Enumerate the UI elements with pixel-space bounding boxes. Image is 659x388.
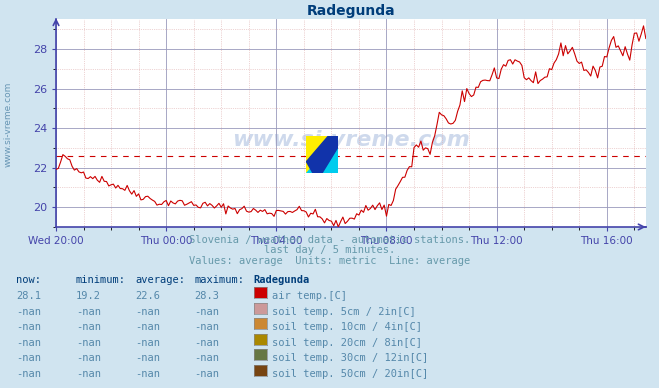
Text: -nan: -nan: [135, 338, 160, 348]
Text: -nan: -nan: [194, 369, 219, 379]
Text: 22.6: 22.6: [135, 291, 160, 301]
Text: www.si-vreme.com: www.si-vreme.com: [3, 81, 13, 167]
Text: -nan: -nan: [194, 338, 219, 348]
Text: -nan: -nan: [76, 353, 101, 363]
Text: -nan: -nan: [76, 322, 101, 332]
Text: 28.1: 28.1: [16, 291, 42, 301]
Polygon shape: [306, 136, 338, 173]
Text: minimum:: minimum:: [76, 275, 126, 286]
Text: -nan: -nan: [135, 307, 160, 317]
Text: Values: average  Units: metric  Line: average: Values: average Units: metric Line: aver…: [189, 256, 470, 266]
Text: soil temp. 50cm / 20in[C]: soil temp. 50cm / 20in[C]: [272, 369, 428, 379]
Text: Radegunda: Radegunda: [254, 275, 310, 286]
Polygon shape: [306, 136, 338, 173]
Text: -nan: -nan: [135, 353, 160, 363]
Text: www.si-vreme.com: www.si-vreme.com: [232, 130, 470, 150]
Text: 19.2: 19.2: [76, 291, 101, 301]
Text: soil temp. 5cm / 2in[C]: soil temp. 5cm / 2in[C]: [272, 307, 416, 317]
Text: soil temp. 30cm / 12in[C]: soil temp. 30cm / 12in[C]: [272, 353, 428, 363]
Text: -nan: -nan: [194, 353, 219, 363]
Text: soil temp. 20cm / 8in[C]: soil temp. 20cm / 8in[C]: [272, 338, 422, 348]
Text: Slovenia / weather data - automatic stations.: Slovenia / weather data - automatic stat…: [189, 235, 470, 245]
Text: -nan: -nan: [135, 322, 160, 332]
Text: maximum:: maximum:: [194, 275, 244, 286]
Text: last day / 5 minutes.: last day / 5 minutes.: [264, 245, 395, 255]
Text: -nan: -nan: [135, 369, 160, 379]
Title: Radegunda: Radegunda: [306, 4, 395, 18]
Text: -nan: -nan: [16, 322, 42, 332]
Polygon shape: [306, 136, 338, 173]
Text: -nan: -nan: [194, 307, 219, 317]
Text: average:: average:: [135, 275, 185, 286]
Text: -nan: -nan: [76, 338, 101, 348]
Text: air temp.[C]: air temp.[C]: [272, 291, 347, 301]
Text: -nan: -nan: [16, 307, 42, 317]
Text: -nan: -nan: [16, 353, 42, 363]
Text: -nan: -nan: [76, 369, 101, 379]
Text: -nan: -nan: [16, 338, 42, 348]
Text: 28.3: 28.3: [194, 291, 219, 301]
Text: -nan: -nan: [16, 369, 42, 379]
Text: soil temp. 10cm / 4in[C]: soil temp. 10cm / 4in[C]: [272, 322, 422, 332]
Text: -nan: -nan: [76, 307, 101, 317]
Text: now:: now:: [16, 275, 42, 286]
Text: -nan: -nan: [194, 322, 219, 332]
